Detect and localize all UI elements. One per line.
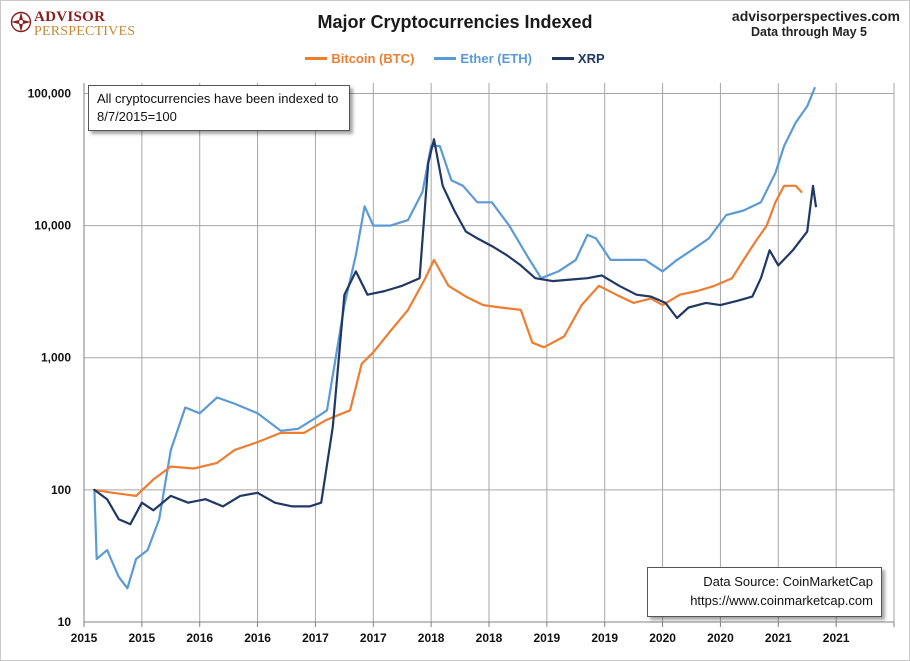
- x-tick-label: 2020: [707, 631, 734, 645]
- x-tick-label: 2021: [823, 631, 850, 645]
- x-tick-label: 2016: [244, 631, 271, 645]
- compass-star-icon: [10, 11, 32, 33]
- logo-text-top: ADVISOR: [34, 9, 106, 25]
- legend-label-eth: Ether (ETH): [460, 51, 532, 66]
- x-tick-label: 2019: [591, 631, 618, 645]
- x-tick-label: 2018: [418, 631, 445, 645]
- legend-item-eth: Ether (ETH): [434, 51, 532, 66]
- grid-layer: [83, 83, 895, 623]
- legend-swatch-btc: [305, 57, 328, 60]
- legend-label-btc: Bitcoin (BTC): [331, 51, 415, 66]
- x-tick-label: 2020: [649, 631, 676, 645]
- index-note: All cryptocurrencies have been indexed t…: [88, 85, 350, 131]
- data-source-box: Data Source: CoinMarketCap https://www.c…: [647, 567, 882, 617]
- source-site[interactable]: advisorperspectives.com: [731, 8, 900, 24]
- y-tick-label: 1,000: [41, 351, 71, 365]
- y-tick-label: 100: [51, 483, 71, 497]
- y-tick-label: 10: [58, 615, 72, 629]
- axis-layer: 10 100 1,000 10,000 100,000 2015 2015 2016 2016 2…: [28, 83, 895, 645]
- series-line-eth: [93, 86, 816, 590]
- x-tick-label: 2016: [186, 631, 213, 645]
- x-tick-label: 2017: [360, 631, 387, 645]
- data-source-line-1: Data Source: CoinMarketCap: [703, 574, 873, 589]
- chart-title: Major Cryptocurrencies Indexed: [317, 12, 593, 32]
- x-tick-label: 2019: [534, 631, 561, 645]
- y-tick-label: 100,000: [28, 86, 72, 100]
- legend-item-btc: Bitcoin (BTC): [305, 51, 414, 66]
- series-line-xrp: [93, 138, 817, 526]
- data-date: Data through May 5: [751, 25, 867, 39]
- series-layer: [93, 86, 817, 590]
- logo-text-bottom: PERSPECTIVES: [34, 24, 136, 39]
- legend-swatch-xrp: [551, 57, 574, 60]
- index-note-line-2: 8/7/2015=100: [97, 109, 177, 124]
- advisor-perspectives-logo[interactable]: ADVISOR PERSPECTIVES: [10, 8, 140, 39]
- data-source-url[interactable]: https://www.coinmarketcap.com: [690, 593, 873, 608]
- legend-item-xrp: XRP: [551, 51, 605, 66]
- chart-legend: Bitcoin (BTC) Ether (ETH) XRP: [0, 51, 910, 66]
- x-tick-label: 2015: [129, 631, 156, 645]
- x-tick-label: 2017: [302, 631, 329, 645]
- x-tick-label: 2021: [765, 631, 792, 645]
- x-tick-label: 2015: [71, 631, 98, 645]
- index-note-line-1: All cryptocurrencies have been indexed t…: [97, 91, 339, 106]
- legend-swatch-eth: [434, 57, 457, 60]
- x-tick-label: 2018: [476, 631, 503, 645]
- legend-label-xrp: XRP: [577, 51, 605, 66]
- series-line-btc: [93, 184, 803, 497]
- y-tick-label: 10,000: [34, 219, 71, 233]
